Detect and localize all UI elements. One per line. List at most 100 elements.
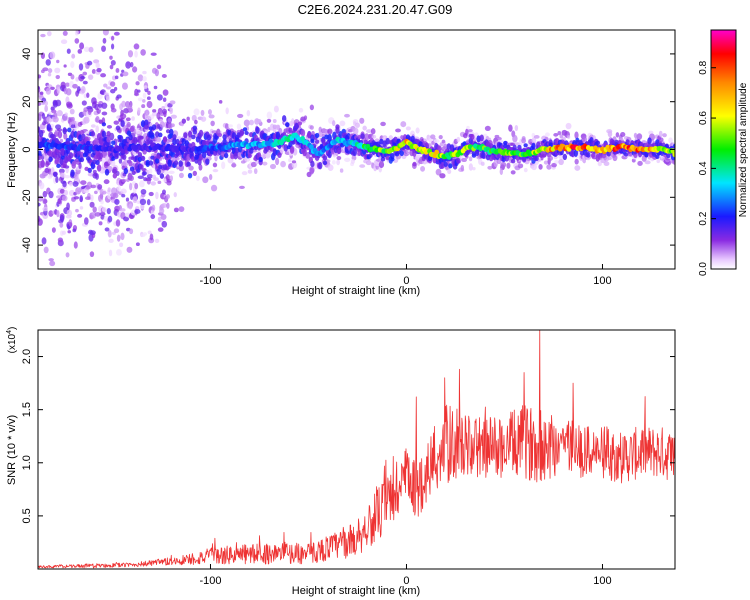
spectrogram-noise-blob xyxy=(612,154,618,162)
spectrogram-noise-blob xyxy=(148,191,154,197)
spectrogram-noise-blob xyxy=(90,194,94,202)
spectrogram-noise-blob xyxy=(83,217,89,225)
spectrogram-noise-blob xyxy=(39,182,45,190)
spectrogram-energy-blob xyxy=(510,158,516,164)
spectrogram-noise-blob xyxy=(69,189,75,197)
spectrogram-noise-blob xyxy=(117,185,121,192)
spectrogram-energy-blob xyxy=(503,140,508,145)
spectrogram-energy-blob xyxy=(336,147,342,155)
spectrogram-noise-blob xyxy=(95,62,100,69)
spectrogram-noise-blob xyxy=(38,85,40,90)
spectrogram-energy-blob xyxy=(191,134,196,140)
spectrogram-energy-blob xyxy=(98,119,103,124)
spectrogram-noise-blob xyxy=(656,159,661,164)
spectrogram-energy-blob xyxy=(140,155,146,161)
spectrogram-noise-blob xyxy=(141,104,146,109)
spectrogram-noise-blob xyxy=(135,81,140,86)
snr-x-tick-label: -100 xyxy=(199,575,221,587)
spectrogram-noise-blob xyxy=(145,177,152,182)
spectrogram-noise-blob xyxy=(146,100,153,109)
spectrogram-noise-blob xyxy=(461,157,468,163)
spectrogram-noise-blob xyxy=(94,190,98,195)
spectrogram-energy-blob xyxy=(233,152,238,160)
spectrogram-noise-blob xyxy=(262,161,268,166)
spectrogram-noise-blob xyxy=(116,94,122,99)
spectrogram-noise-blob xyxy=(288,158,292,163)
spectrogram-noise-blob xyxy=(52,116,59,123)
spectrogram-energy-blob xyxy=(255,126,260,134)
spectrogram-energy-blob xyxy=(93,137,99,146)
spectrogram-noise-blob xyxy=(43,246,49,254)
spectrogram-noise-blob xyxy=(142,70,147,75)
spectrogram-noise-blob xyxy=(173,207,179,213)
spectrogram-energy-blob xyxy=(198,129,204,138)
spectrogram-energy-blob xyxy=(118,135,124,143)
spectrogram-noise-blob xyxy=(146,174,154,179)
spectrogram-noise-blob xyxy=(161,105,166,110)
spectrogram-energy-blob xyxy=(586,151,591,158)
spectrogram-noise-blob xyxy=(163,110,167,118)
spectrogram-noise-blob xyxy=(156,136,161,143)
spectrogram-noise-blob xyxy=(194,119,198,125)
spectrogram-energy-blob xyxy=(595,153,600,162)
spectrogram-noise-blob xyxy=(95,116,100,123)
spectrogram-noise-blob xyxy=(137,107,141,114)
spectrogram-noise-blob xyxy=(72,83,78,89)
spectrogram-energy-blob xyxy=(115,125,121,131)
spectrogram-noise-blob xyxy=(480,161,485,166)
spectrogram-energy-blob xyxy=(142,149,147,155)
spectrogram-noise-blob xyxy=(71,116,75,122)
spectrogram-noise-blob xyxy=(551,162,557,168)
spectrogram-noise-blob xyxy=(309,166,315,174)
spectrogram-x-ticks: -100 0 100 xyxy=(199,264,612,287)
spectrogram-noise-blob xyxy=(91,97,97,105)
spectrogram-noise-blob xyxy=(200,116,207,122)
spectrogram-noise-blob xyxy=(110,108,117,113)
spectrogram-noise-blob xyxy=(42,206,49,212)
spectrogram-noise-blob xyxy=(101,207,107,213)
spectrogram-noise-blob xyxy=(146,96,151,100)
spectrogram-energy-blob xyxy=(95,160,100,166)
spectrogram-noise-blob xyxy=(41,112,46,120)
spectrogram-energy-blob xyxy=(96,164,102,172)
spectrogram-noise-blob xyxy=(114,198,120,205)
spectrogram-noise-blob xyxy=(129,182,133,191)
spectrogram-noise-blob xyxy=(113,31,120,36)
spectrogram-noise-blob xyxy=(98,194,104,203)
spectrogram-energy-blob xyxy=(289,146,295,154)
spectrogram-noise-blob xyxy=(303,115,308,121)
spectrogram-noise-blob xyxy=(46,30,52,37)
spectrogram-energy-blob xyxy=(101,122,107,127)
spectrogram-noise-blob xyxy=(152,109,157,113)
spectrogram-noise-blob xyxy=(415,127,420,134)
spectrogram-noise-blob xyxy=(157,180,162,185)
spectrogram-noise-blob xyxy=(236,123,242,130)
spectrogram-noise-blob xyxy=(41,237,47,245)
spectrogram-noise-blob xyxy=(148,168,153,174)
spectrogram-energy-blob xyxy=(154,131,160,138)
colorbar-tick-label: 0.4 xyxy=(698,161,709,175)
spectrogram-noise-blob xyxy=(115,68,120,73)
spectrogram-noise-blob xyxy=(339,120,346,127)
spectrogram-noise-blob xyxy=(291,160,297,164)
spectrogram-noise-blob xyxy=(162,97,167,102)
spectrogram-noise-blob xyxy=(288,120,294,127)
spectrogram-energy-blob xyxy=(62,127,67,135)
spectrogram-energy-blob xyxy=(456,157,461,164)
spectrogram-noise-blob xyxy=(126,246,133,253)
spectrogram-noise-blob xyxy=(420,166,426,172)
spectrogram-noise-blob xyxy=(207,109,212,115)
spectrogram-energy-blob xyxy=(104,168,110,176)
spectrogram-noise-blob xyxy=(45,59,51,66)
spectrogram-noise-blob xyxy=(40,52,45,59)
spectrogram-noise-blob xyxy=(154,238,160,244)
spectrogram-noise-blob xyxy=(266,118,272,123)
spectrogram-noise-blob xyxy=(147,90,151,95)
spectrogram-noise-blob xyxy=(371,134,377,139)
spectrogram-noise-blob xyxy=(161,73,167,78)
spectrogram-noise-blob xyxy=(43,199,48,204)
spectrogram-noise-blob xyxy=(94,271,98,276)
spectrogram-noise-blob xyxy=(49,51,56,59)
spectrogram-noise-blob xyxy=(90,124,96,128)
spectrogram-energy-blob xyxy=(647,137,652,145)
